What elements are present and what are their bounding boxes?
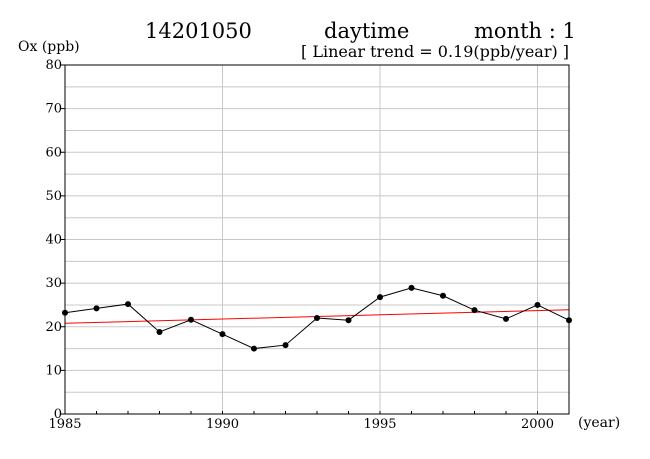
data-point xyxy=(534,301,541,308)
y-axis-label: Ox (ppb) xyxy=(18,39,80,55)
x-tick-label: 1990 xyxy=(206,417,239,432)
y-tick-label: 80 xyxy=(45,58,62,73)
data-point xyxy=(314,315,320,322)
series-layer xyxy=(62,284,572,352)
data-point xyxy=(219,331,226,338)
data-point xyxy=(440,292,446,299)
data-point xyxy=(93,305,100,312)
y-tick-label: 70 xyxy=(45,102,62,117)
data-point xyxy=(156,328,163,335)
plot-frame xyxy=(64,64,570,415)
y-tick-label: 20 xyxy=(45,320,62,335)
x-tick-label: 2000 xyxy=(521,417,554,432)
y-tick-label: 0 xyxy=(54,407,62,422)
data-point xyxy=(345,317,352,324)
data-point xyxy=(377,294,383,301)
data-point xyxy=(251,345,257,352)
period-label: daytime xyxy=(324,19,410,43)
x-tick-labels: 1985 1990 1995 2000 xyxy=(48,417,554,432)
y-tick-label: 50 xyxy=(45,189,62,204)
data-point xyxy=(125,301,131,308)
data-point xyxy=(408,284,415,291)
x-tick-label: 1995 xyxy=(363,417,396,432)
grid xyxy=(61,64,570,415)
data-point xyxy=(471,307,478,314)
trend-label: [ Linear trend = 0.19(ppb/year) ] xyxy=(301,42,570,61)
data-point xyxy=(503,315,509,322)
station-id: 14201050 xyxy=(145,19,252,43)
data-point xyxy=(188,316,194,323)
y-tick-labels: 0 10 20 30 40 50 60 70 80 xyxy=(45,58,62,422)
month-label: month : 1 xyxy=(474,19,576,43)
x-tick-label: 1985 xyxy=(48,417,81,432)
y-tick-label: 60 xyxy=(45,145,62,160)
x-axis-label: (year) xyxy=(578,415,621,431)
y-tick-label: 40 xyxy=(45,233,62,248)
y-tick-label: 10 xyxy=(45,363,62,378)
data-point xyxy=(282,342,289,349)
y-tick-label: 30 xyxy=(45,276,62,291)
